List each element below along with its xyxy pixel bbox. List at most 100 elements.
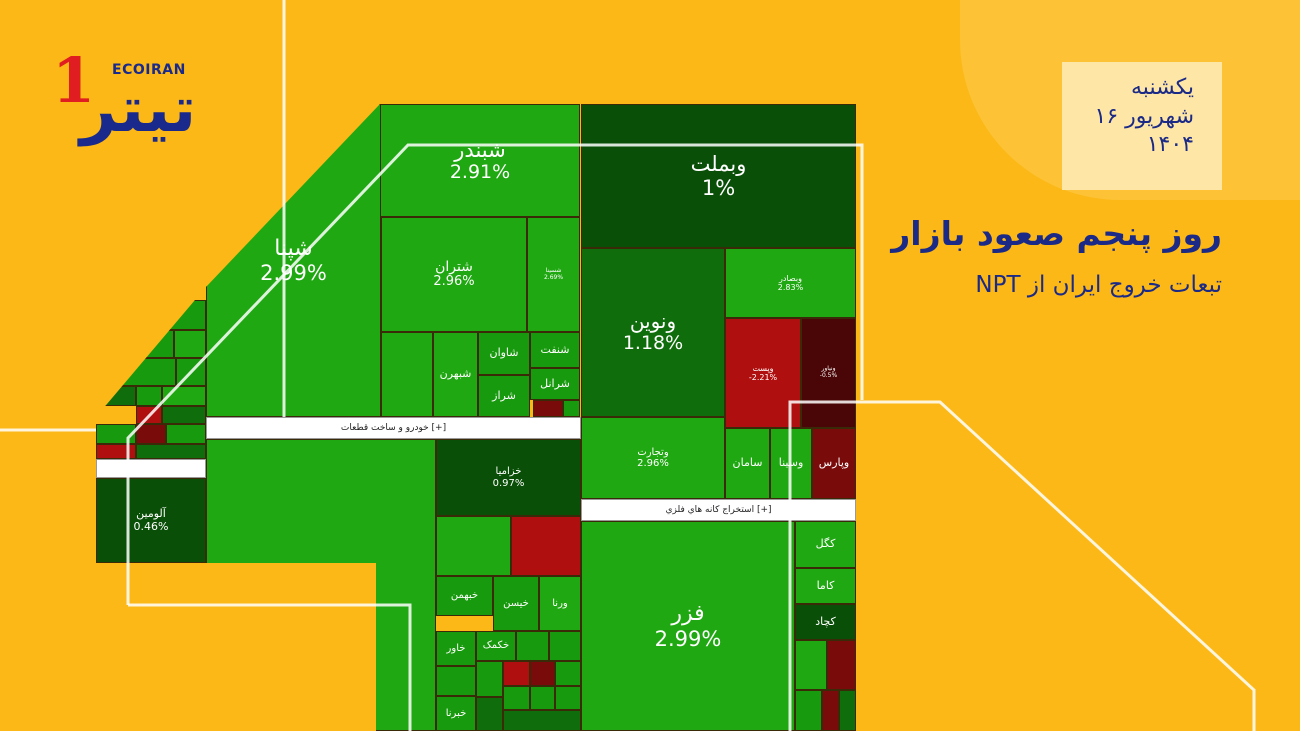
tile-percent: 0.97% — [492, 477, 525, 489]
tile-small[interactable] — [96, 300, 206, 330]
tile-kama[interactable]: کاما — [795, 568, 856, 604]
tile-small[interactable] — [503, 710, 581, 731]
tile-percent: 2.96% — [637, 458, 669, 469]
tile-shepna[interactable]: شپنا 2.99% — [206, 104, 381, 417]
tile-small[interactable] — [166, 424, 206, 444]
tile-khebhman[interactable]: خبهمن — [436, 576, 493, 616]
tile-venovin[interactable]: ونوین 1.18% — [581, 248, 725, 417]
tile-small[interactable] — [162, 406, 206, 424]
tile-small[interactable] — [96, 330, 174, 358]
tile-small[interactable] — [839, 690, 856, 731]
tile-saman[interactable]: سامان — [725, 428, 770, 499]
tile-small[interactable] — [530, 686, 555, 710]
tile-small[interactable] — [549, 631, 581, 661]
tile-shesina[interactable]: شسینا 2.69% — [527, 217, 580, 332]
tile-khazamia[interactable]: خزامیا 0.97% — [436, 439, 581, 516]
tile-small[interactable] — [476, 697, 503, 731]
sector-header-metal-ore[interactable]: استخراج كانه هاي فلزي [+] — [581, 499, 856, 521]
tile-percent: 1% — [701, 176, 736, 200]
tile-sharal[interactable]: شرانل — [530, 368, 580, 400]
tile-label: ورنا — [552, 597, 568, 609]
tile-percent: 2.8% — [293, 585, 349, 611]
tile-small[interactable] — [96, 386, 136, 406]
tile-small[interactable] — [516, 631, 549, 661]
tile-percent: 1.18% — [622, 332, 684, 355]
tile-label: خودرو — [291, 559, 351, 586]
tile-khekmak[interactable]: خکمک — [476, 631, 516, 661]
tile-small[interactable] — [436, 516, 511, 576]
tile-small[interactable] — [476, 661, 503, 697]
tile-small[interactable] — [795, 690, 822, 731]
tile-label: شبهرن — [439, 367, 472, 381]
tile-vebsader[interactable]: وبصادر 2.83% — [725, 248, 856, 318]
tile-small[interactable] — [795, 640, 827, 690]
tile-label: خبهمن — [450, 590, 479, 602]
tile-khodro[interactable]: خودرو 2.8% — [206, 439, 436, 731]
tile-small[interactable] — [176, 358, 206, 386]
tile-percent: -0.5% — [819, 372, 838, 379]
tile-khazra[interactable]: خبرنا — [436, 696, 476, 731]
tile-label: کچاد — [815, 614, 836, 628]
tile-venavar[interactable]: ونیاور -0.5% — [801, 318, 856, 428]
headline: روز پنجم صعود بازار — [891, 214, 1222, 253]
tile-small-red[interactable] — [136, 406, 162, 424]
tile-small[interactable] — [555, 661, 581, 686]
tile-small[interactable] — [96, 358, 176, 386]
tile-small[interactable] — [563, 400, 580, 417]
tile-label: آلومین — [136, 506, 166, 520]
tile-label: فزر — [671, 601, 705, 627]
sector-header-auto[interactable]: خودرو و ساخت قطعات [+] — [206, 417, 581, 439]
tile-percent: -2.21% — [748, 373, 778, 382]
tile-small[interactable] — [96, 424, 136, 444]
tile-vepars[interactable]: وپارس — [812, 428, 856, 499]
tile-label: خبرنا — [445, 707, 467, 719]
tile-verna[interactable]: ورنا — [539, 576, 581, 631]
tile-small-red[interactable] — [822, 690, 839, 731]
tile-kegol[interactable]: کگل — [795, 521, 856, 568]
tile-small-red[interactable] — [96, 444, 136, 459]
tile-small[interactable] — [503, 686, 530, 710]
tile-label: خزامیا — [495, 466, 522, 477]
tile-small[interactable] — [174, 330, 206, 358]
tile-shebhern[interactable]: شبهرن — [433, 332, 478, 417]
tile-shenaft[interactable]: شنفت — [530, 332, 580, 368]
tile-small-red[interactable] — [530, 661, 555, 686]
tile-almin[interactable]: آلومین 0.46% — [96, 478, 206, 563]
brand-number: 1 — [52, 44, 96, 117]
tile-vebmelat[interactable]: وبملت 1% — [581, 104, 856, 248]
tile-percent: 2.69% — [543, 273, 564, 281]
tile-label: وسینا — [778, 456, 804, 470]
tile-label: وپارس — [818, 456, 850, 470]
tile-fazar[interactable]: فزر 2.99% — [581, 521, 795, 731]
tile-small[interactable] — [136, 444, 206, 459]
tile-shebandar[interactable]: شبندر 2.91% — [380, 104, 580, 217]
tile-percent: 2.83% — [777, 283, 804, 292]
tile-small[interactable] — [136, 386, 162, 406]
tile-vest[interactable]: وپست -2.21% — [725, 318, 801, 428]
tile-small[interactable] — [162, 386, 206, 406]
tile-sharaz[interactable]: شراز — [478, 375, 530, 417]
tile-small[interactable] — [555, 686, 581, 710]
tile-vesina[interactable]: وسینا — [770, 428, 812, 499]
tile-small-red[interactable] — [503, 661, 530, 686]
tile-percent: 2.99% — [654, 626, 722, 651]
tile-label: خاور — [446, 642, 466, 654]
tile-small-red[interactable] — [827, 640, 856, 690]
tile-khisan[interactable]: خیسن — [493, 576, 539, 631]
tile-label: وتجارت — [637, 446, 669, 458]
tile-small[interactable] — [381, 332, 433, 417]
tile-percent: 2.96% — [433, 274, 475, 290]
tile-small-red[interactable] — [533, 400, 563, 417]
tile-khavar[interactable]: خاور — [436, 631, 476, 666]
tile-small-red[interactable] — [136, 424, 166, 444]
tile-label: شاوان — [489, 346, 519, 360]
tile-vetejarat[interactable]: وتجارت 2.96% — [581, 417, 725, 499]
date-year: ۱۴۰۴ — [1146, 132, 1194, 158]
tile-small[interactable] — [436, 666, 476, 696]
tile-label: وپست — [752, 363, 774, 373]
tile-kechad[interactable]: کچاد — [795, 604, 856, 640]
tile-shetran[interactable]: شتران 2.96% — [381, 217, 527, 332]
date-box: یکشنبه ۱۶ شهریور ۱۴۰۴ — [1062, 62, 1222, 190]
tile-small-red[interactable] — [511, 516, 581, 576]
tile-shavan[interactable]: شاوان — [478, 332, 530, 375]
